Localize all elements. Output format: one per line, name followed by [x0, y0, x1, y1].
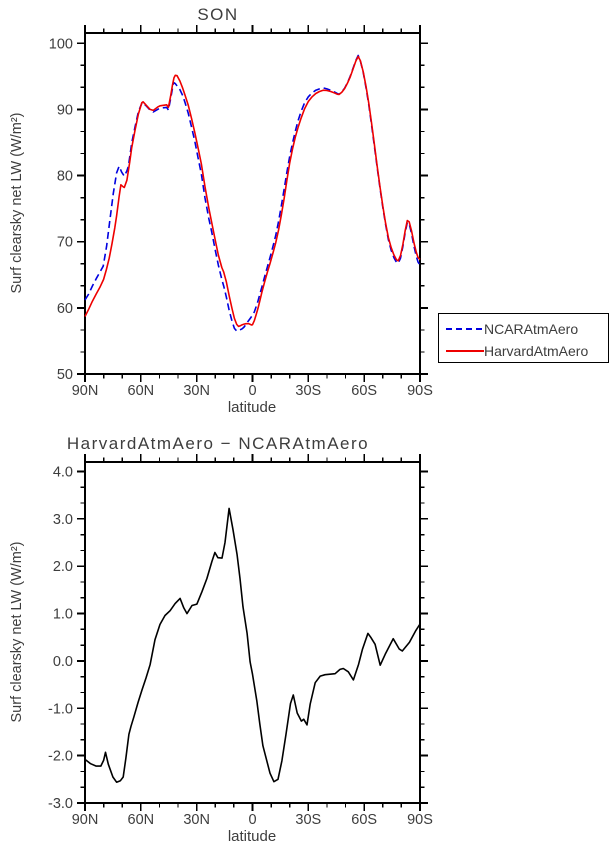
- y-tick-label: 2.0: [53, 559, 73, 575]
- diff-yaxis-label: Surf clearsky net LW (W/m²): [9, 541, 25, 723]
- son-xaxis-label: latitude: [227, 399, 277, 416]
- x-tick-label: 90N: [72, 383, 99, 399]
- y-tick-label: 1.0: [53, 607, 73, 623]
- diff-xaxis-label: latitude: [227, 828, 277, 845]
- x-tick-label: 90S: [407, 383, 433, 399]
- y-tick-label: -2.0: [48, 749, 73, 765]
- y-tick-label: 4.0: [53, 464, 73, 480]
- x-tick-label: 0: [248, 812, 256, 828]
- y-tick-label: 80: [57, 169, 73, 185]
- y-tick-label: 3.0: [53, 512, 73, 528]
- x-tick-label: 60N: [128, 812, 155, 828]
- y-tick-label: 100: [49, 36, 73, 52]
- x-tick-label: 30N: [183, 812, 210, 828]
- y-tick-label: -3.0: [48, 796, 73, 812]
- son-yaxis-label: Surf clearsky net LW (W/m²): [9, 112, 25, 294]
- harvard-solid-line-sample: [446, 350, 484, 352]
- ncaratmaero-series-line: [84, 54, 421, 332]
- y-tick-label: 0.0: [53, 654, 73, 670]
- x-tick-label: 30N: [183, 383, 210, 399]
- y-tick-label: 90: [57, 102, 73, 118]
- legend-item-ncar: NCARAtmAero: [446, 322, 578, 336]
- diff-chart-title: HarvardAtmAero − NCARAtmAero: [66, 434, 370, 453]
- x-tick-label: 90N: [72, 812, 99, 828]
- harvardatmaero-ncaratmaero-series-line: [84, 507, 421, 784]
- x-tick-label: 60N: [128, 383, 155, 399]
- ncar-dashed-line-sample: [446, 328, 484, 330]
- y-tick-label: 70: [57, 235, 73, 251]
- x-tick-label: 60S: [351, 383, 377, 399]
- x-tick-label: 30S: [295, 812, 321, 828]
- legend: NCARAtmAero HarvardAtmAero: [438, 313, 609, 363]
- diff-plot-box: [84, 461, 421, 804]
- legend-item-harvard: HarvardAtmAero: [446, 344, 588, 358]
- y-tick-label: -1.0: [48, 701, 73, 717]
- harvardatmaero-series-line: [84, 55, 421, 328]
- son-chart-title: SON: [197, 5, 239, 24]
- x-tick-label: 30S: [295, 383, 321, 399]
- x-tick-label: 90S: [407, 812, 433, 828]
- x-tick-label: 60S: [351, 812, 377, 828]
- y-tick-label: 60: [57, 301, 73, 317]
- x-tick-label: 0: [248, 383, 256, 399]
- y-tick-label: 50: [57, 367, 73, 383]
